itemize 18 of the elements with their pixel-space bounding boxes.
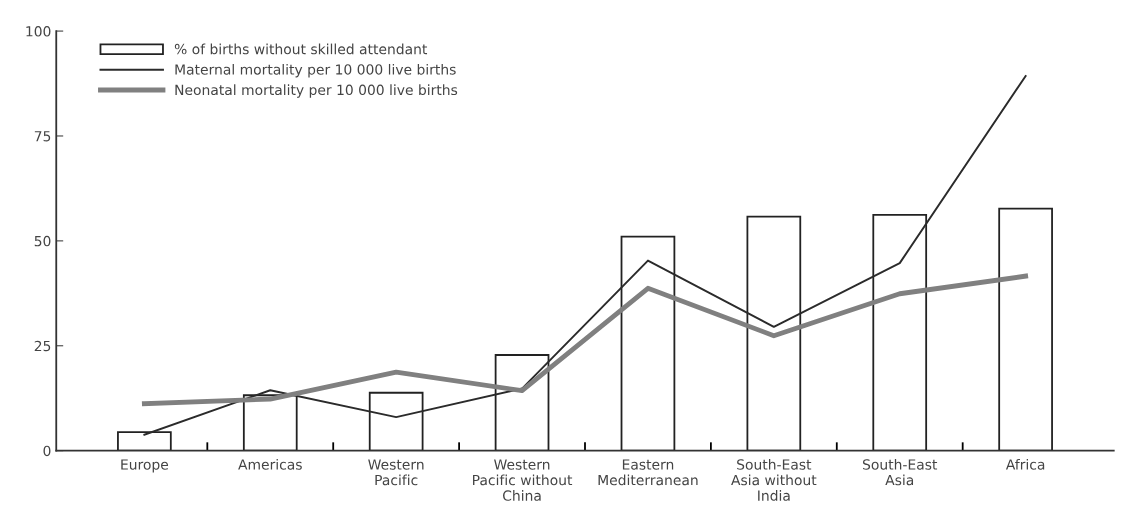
bar [998, 207, 1053, 451]
x-tick-label: Eastern Mediterranean [598, 459, 698, 486]
x-tick-label: South-East Asia [862, 458, 938, 486]
legend-label: Maternal mortality per 10 000 live births [175, 63, 456, 78]
x-tick-label: Africa [1005, 458, 1045, 470]
y-tick-label: 0 [43, 445, 51, 457]
x-tick-label: Americas [238, 458, 302, 470]
line-series [141, 273, 1029, 407]
y-tick-label: 75 [34, 131, 51, 142]
x-tick-label: South-East Asia without India [731, 458, 817, 501]
legend-label: % of births without skilled attendant [174, 43, 428, 55]
x-tick-label: Western Pacific [368, 459, 424, 486]
y-tick-label: 50 [34, 235, 51, 247]
y-tick-label: 25 [34, 340, 51, 352]
legend-label: Neonatal mortality per 10 000 live births [175, 84, 458, 98]
x-tick-label: Europe [121, 459, 169, 473]
y-tick-label: 100 [26, 26, 51, 37]
x-tick-label: Western Pacific without China [473, 459, 573, 501]
